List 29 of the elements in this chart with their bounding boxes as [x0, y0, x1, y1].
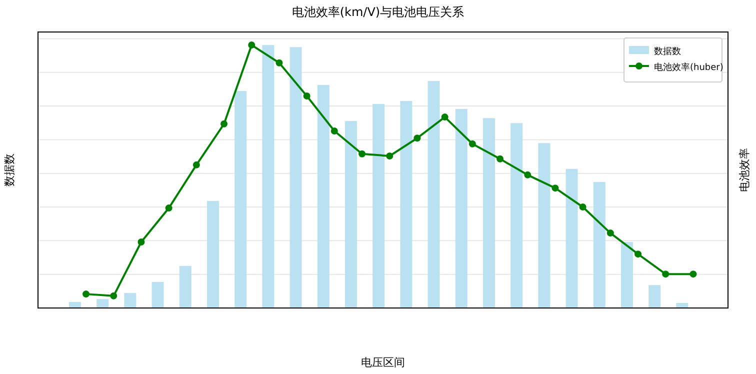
point	[110, 292, 118, 300]
chart-title: 电池效率(km/V)与电池电压关系	[292, 5, 464, 19]
point	[220, 120, 228, 128]
point	[552, 184, 559, 192]
x-axis-title: 电压区间	[361, 356, 405, 369]
point	[414, 134, 421, 142]
point	[358, 150, 366, 158]
legend-label: 电池效率(huber)	[654, 62, 724, 73]
point	[496, 155, 504, 162]
point	[579, 204, 586, 211]
point	[82, 290, 90, 298]
point	[138, 238, 145, 246]
point	[276, 59, 283, 66]
point	[165, 204, 172, 212]
point	[248, 42, 256, 48]
legend-label: 数据数	[654, 46, 681, 57]
point	[524, 171, 532, 178]
point	[386, 152, 394, 160]
point	[303, 92, 310, 100]
y-axis-title: 数据数	[3, 154, 16, 186]
point	[634, 250, 642, 258]
point	[192, 161, 200, 168]
y2-axis-title: 电池效率	[738, 148, 751, 192]
point	[690, 270, 697, 278]
point	[662, 270, 670, 278]
point	[330, 128, 338, 134]
point	[441, 114, 448, 121]
point	[468, 140, 476, 148]
point	[606, 230, 614, 237]
